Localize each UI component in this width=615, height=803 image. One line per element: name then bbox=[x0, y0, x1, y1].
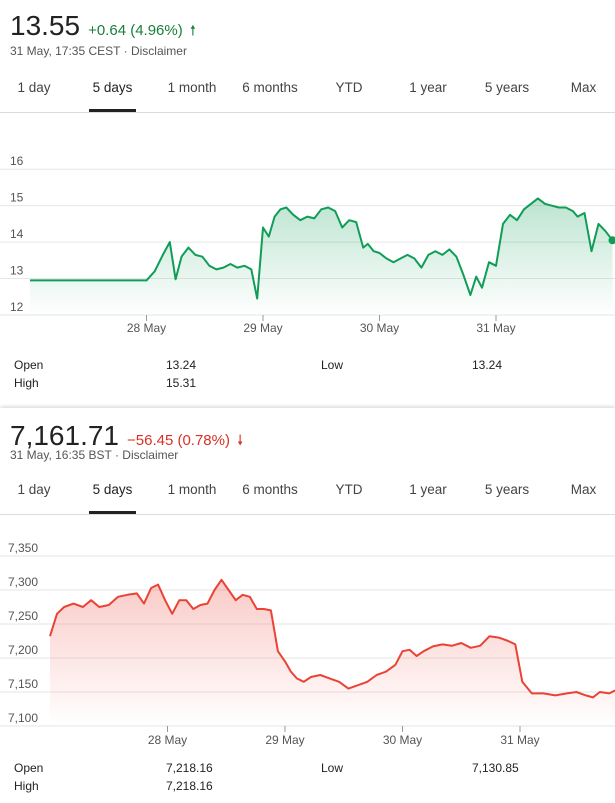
tab-max[interactable]: Max bbox=[570, 482, 597, 497]
tab-1-day[interactable]: 1 day bbox=[17, 482, 51, 497]
tab-5-days[interactable]: 5 days bbox=[89, 68, 136, 112]
stock-panel-2: 7,161.71 −56.45 (0.78%) 🠗 31 May, 16:35 … bbox=[0, 408, 615, 803]
price-line bbox=[30, 197, 614, 300]
x-tick-label: 29 May bbox=[265, 733, 304, 747]
x-tick-label: 31 May bbox=[500, 733, 539, 747]
range-tabs: 1 day 5 days 1 month 6 months YTD 1 year… bbox=[0, 470, 615, 515]
price-area bbox=[30, 198, 613, 315]
tab-1-year[interactable]: 1 year bbox=[409, 80, 447, 95]
y-tick-label: 15 bbox=[10, 191, 24, 205]
price-change-text: +0.64 (4.96%) bbox=[88, 22, 183, 39]
low-value: 13.24 bbox=[472, 358, 503, 372]
range-tabs: 1 day 5 days 1 month 6 months YTD 1 year… bbox=[0, 68, 615, 113]
stock-panel-1: 13.55 +0.64 (4.96%) 🠕 31 May, 17:35 CEST… bbox=[0, 10, 615, 390]
open-label: Open bbox=[14, 761, 44, 775]
price-chart[interactable]: 7,350 7,300 7,250 7,200 7,150 7,100 28 May 29 M… bbox=[0, 516, 615, 748]
price-row: 13.55 +0.64 (4.96%) 🠕 bbox=[10, 10, 196, 44]
high-label: High bbox=[14, 376, 39, 390]
low-label: Low bbox=[321, 761, 344, 775]
tab-1-year[interactable]: 1 year bbox=[409, 482, 447, 497]
open-label: Open bbox=[14, 358, 44, 372]
low-label: Low bbox=[321, 358, 344, 372]
y-tick-label: 13 bbox=[10, 264, 24, 278]
tab-6-months[interactable]: 6 months bbox=[242, 80, 298, 95]
current-price: 13.55 bbox=[10, 10, 81, 41]
tab-5-days[interactable]: 5 days bbox=[89, 470, 136, 514]
y-tick-label: 7,100 bbox=[8, 711, 38, 725]
current-price: 7,161.71 bbox=[10, 420, 119, 451]
tab-ytd[interactable]: YTD bbox=[335, 80, 363, 95]
high-value: 15.31 bbox=[166, 376, 197, 390]
tab-ytd[interactable]: YTD bbox=[335, 482, 363, 497]
high-label: High bbox=[14, 779, 39, 793]
price-change: −56.45 (0.78%) 🠗 bbox=[127, 430, 243, 454]
x-tick-label: 28 May bbox=[148, 733, 187, 747]
up-arrow-icon: 🠕 bbox=[189, 22, 196, 38]
tab-6-months[interactable]: 6 months bbox=[242, 482, 298, 497]
tab-1-day[interactable]: 1 day bbox=[17, 80, 51, 95]
y-tick-label: 7,350 bbox=[8, 541, 38, 555]
x-tick-label: 29 May bbox=[243, 321, 282, 335]
y-tick-label: 12 bbox=[10, 300, 24, 314]
open-value: 13.24 bbox=[166, 358, 197, 372]
down-arrow-icon: 🠗 bbox=[237, 432, 244, 448]
timestamp-disclaimer[interactable]: 31 May, 16:35 BST · Disclaimer bbox=[10, 448, 179, 462]
y-tick-label: 14 bbox=[10, 227, 24, 241]
price-chart[interactable]: 16 15 14 13 12 28 May 29 May 30 May 31 May bbox=[0, 113, 615, 348]
x-tick-label: 30 May bbox=[360, 321, 399, 335]
y-tick-label: 7,250 bbox=[8, 609, 38, 623]
price-line bbox=[49, 578, 615, 699]
tab-max[interactable]: Max bbox=[570, 80, 597, 95]
x-tick-label: 28 May bbox=[127, 321, 166, 335]
high-value: 7,218.16 bbox=[166, 779, 213, 793]
y-tick-label: 16 bbox=[10, 154, 24, 168]
open-value: 7,218.16 bbox=[166, 761, 213, 775]
y-tick-label: 7,300 bbox=[8, 575, 38, 589]
timestamp-disclaimer[interactable]: 31 May, 17:35 CEST · Disclaimer bbox=[10, 44, 187, 58]
x-tick-label: 31 May bbox=[476, 321, 515, 335]
price-row: 7,161.71 −56.45 (0.78%) 🠗 bbox=[10, 420, 243, 454]
tab-5-years[interactable]: 5 years bbox=[484, 482, 530, 497]
y-tick-label: 7,200 bbox=[8, 643, 38, 657]
price-change: +0.64 (4.96%) 🠕 bbox=[88, 20, 196, 44]
x-tick-label: 30 May bbox=[383, 733, 422, 747]
tab-1-month[interactable]: 1 month bbox=[167, 482, 217, 497]
price-area bbox=[50, 579, 615, 726]
low-value: 7,130.85 bbox=[472, 761, 519, 775]
y-tick-label: 7,150 bbox=[8, 677, 38, 691]
last-price-dot bbox=[608, 236, 615, 245]
tab-1-month[interactable]: 1 month bbox=[167, 80, 217, 95]
tab-5-years[interactable]: 5 years bbox=[484, 80, 530, 95]
price-change-text: −56.45 (0.78%) bbox=[127, 432, 230, 449]
